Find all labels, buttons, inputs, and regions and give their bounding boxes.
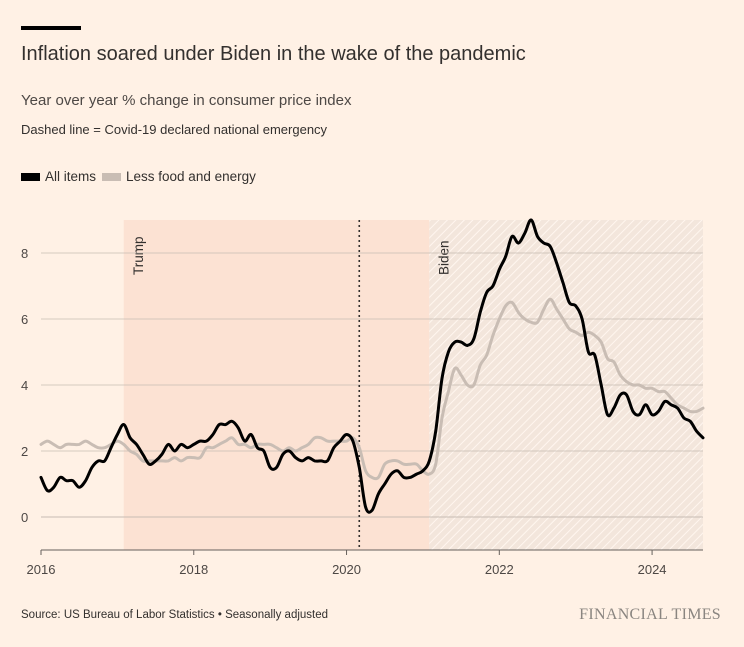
legend-label-all-items: All items xyxy=(45,169,97,184)
legend: All items Less food and energy xyxy=(21,169,262,184)
chart-note: Dashed line = Covid-19 declared national… xyxy=(21,122,328,137)
y-tick-label: 2 xyxy=(21,444,28,459)
legend-item-all-items: All items xyxy=(21,169,96,184)
chart-subtitle: Year over year % change in consumer pric… xyxy=(21,92,352,109)
legend-label-core: Less food and energy xyxy=(126,169,256,184)
era-label-biden: Biden xyxy=(436,240,451,275)
x-tick-label: 2020 xyxy=(332,562,361,577)
x-tick-label: 2024 xyxy=(638,562,667,577)
y-tick-label: 6 xyxy=(21,312,28,327)
y-tick-label: 4 xyxy=(21,378,28,393)
x-tick-label: 2016 xyxy=(27,562,56,577)
legend-item-core: Less food and energy xyxy=(102,169,256,184)
source-note: Source: US Bureau of Labor Statistics • … xyxy=(21,609,329,621)
line-chart: Trump Biden 0 2 4 6 8 2016 2018 2020 2022 2024 xyxy=(21,218,705,577)
brand-bar xyxy=(21,26,81,30)
series-line-all-items xyxy=(39,218,705,514)
legend-swatch-all-items xyxy=(21,172,40,181)
x-tick-label: 2018 xyxy=(179,562,208,577)
x-tick-label: 2022 xyxy=(485,562,514,577)
y-tick-label: 8 xyxy=(21,246,28,261)
chart-title: Inflation soared under Biden in the wake… xyxy=(21,43,526,65)
era-label-trump: Trump xyxy=(131,236,146,275)
series-line-less-food-and-energy xyxy=(39,297,705,481)
legend-swatch-core xyxy=(102,172,122,181)
ft-logo: FINANCIAL TIMES xyxy=(579,606,721,623)
y-tick-label: 0 xyxy=(21,510,28,525)
